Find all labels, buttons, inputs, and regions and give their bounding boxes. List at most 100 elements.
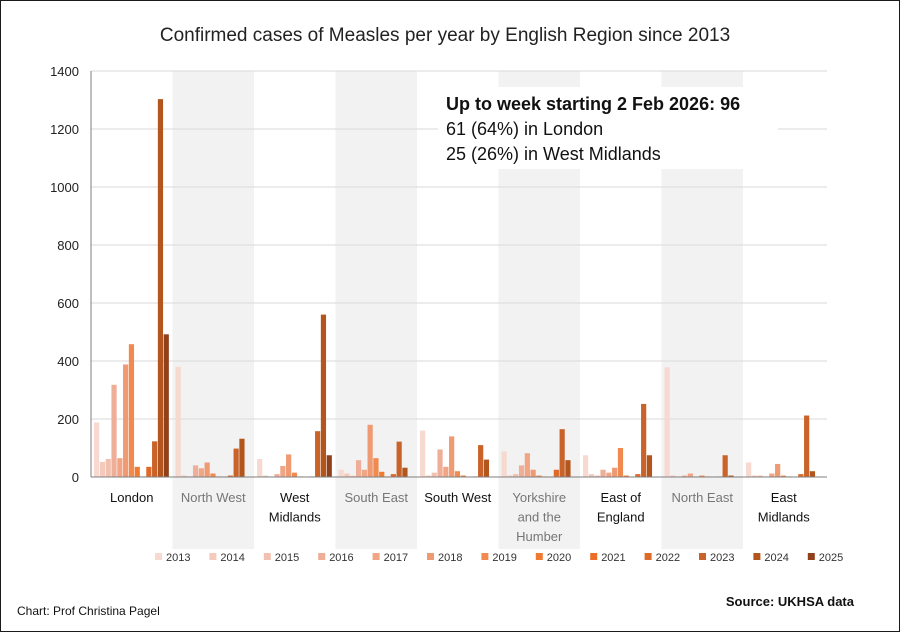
bar-2019 <box>780 475 787 477</box>
bar-2024 <box>239 438 245 477</box>
bar-2016 <box>681 475 688 477</box>
bar-2019 <box>699 475 705 477</box>
bar-2014 <box>99 461 106 477</box>
legend: 2013 2014 2015 2016 2017 2018 2019 2020 2021 2022… <box>155 552 843 564</box>
bar-2022 <box>798 474 804 477</box>
bar-2015 <box>757 475 763 477</box>
bar-2024 <box>809 471 816 477</box>
legend-swatch <box>753 553 761 560</box>
y-tick-label: 1200 <box>50 122 79 137</box>
bar-2019 <box>291 472 298 477</box>
bar-2024 <box>646 455 653 477</box>
legend-label: 2020 <box>547 552 571 564</box>
y-tick-label: 0 <box>72 470 79 485</box>
bar-2013 <box>338 469 344 477</box>
x-category-label: South West <box>424 490 491 505</box>
bar-2023 <box>396 441 402 477</box>
bar-2024 <box>728 475 734 477</box>
bar-2015 <box>513 474 519 477</box>
bar-2019 <box>210 473 216 477</box>
legend-label: 2016 <box>329 552 353 564</box>
bar-2013 <box>501 451 507 477</box>
bar-2015 <box>594 475 600 477</box>
bar-2017 <box>687 473 693 477</box>
bar-2020 <box>623 475 629 477</box>
legend-swatch <box>263 553 271 560</box>
bar-2018 <box>286 454 292 477</box>
bar-2018 <box>612 467 618 477</box>
bar-2014 <box>751 475 758 477</box>
bar-2016 <box>111 384 117 477</box>
bar-2016 <box>355 460 362 477</box>
bar-2024 <box>565 460 571 477</box>
x-category-label: East Midlands <box>758 490 811 525</box>
annotation-line-2: 61 (64%) in London <box>446 119 603 139</box>
y-tick-label: 1400 <box>50 64 79 79</box>
bar-2019 <box>128 344 135 477</box>
bar-2019 <box>373 458 379 477</box>
bar-2020 <box>134 466 140 477</box>
bar-2016 <box>518 465 525 477</box>
category-labels: London North West West Midlands South East So… <box>110 490 810 544</box>
x-category-label: East of England <box>597 490 645 525</box>
bar-2023 <box>478 445 484 477</box>
bar-2024 <box>402 467 408 477</box>
bar-2020 <box>379 471 385 477</box>
bar-2013 <box>746 462 752 477</box>
annotation-line-1: Up to week starting 2 Feb 2026: 96 <box>446 94 740 114</box>
legend-label: 2013 <box>166 552 190 564</box>
bar-2018 <box>530 469 536 477</box>
bar-2022 <box>227 475 233 477</box>
bar-2018 <box>775 463 781 477</box>
bar-2022 <box>635 474 641 477</box>
legend-label: 2019 <box>492 552 516 564</box>
bar-2014 <box>344 473 350 477</box>
bar-2017 <box>117 458 123 477</box>
legend-swatch <box>590 553 598 560</box>
x-category-label: West Midlands <box>269 490 322 525</box>
bar-2018 <box>367 424 373 477</box>
legend-label: 2021 <box>601 552 625 564</box>
bar-2013 <box>94 422 100 477</box>
legend-label: 2024 <box>764 552 788 564</box>
bar-2013 <box>664 367 670 477</box>
bar-2015 <box>431 472 437 477</box>
bar-2023 <box>804 415 810 477</box>
bar-2017 <box>606 472 612 477</box>
bar-2015 <box>105 459 111 477</box>
bar-2023 <box>233 448 239 477</box>
bar-2022 <box>553 469 559 477</box>
y-tick-label: 600 <box>57 296 79 311</box>
legend-swatch <box>807 553 815 560</box>
legend-label: 2015 <box>275 552 299 564</box>
bar-2013 <box>257 459 263 477</box>
legend-swatch <box>372 553 380 560</box>
data-source: Source: UKHSA data <box>726 594 855 609</box>
bar-2023 <box>559 429 565 477</box>
bar-2017 <box>769 473 775 477</box>
chart-title: Confirmed cases of Measles per year by E… <box>160 25 730 46</box>
bar-2014 <box>670 475 676 477</box>
y-tick-label: 1000 <box>50 180 79 195</box>
bar-2016 <box>600 469 606 477</box>
bar-2017 <box>361 469 367 477</box>
bar-2019 <box>617 448 624 477</box>
bar-2014 <box>181 475 187 477</box>
y-tick-label: 400 <box>57 354 79 369</box>
bar-2025 <box>163 334 169 477</box>
legend-label: 2014 <box>220 552 244 564</box>
legend-swatch <box>535 553 543 560</box>
annotation-background <box>438 87 778 169</box>
bar-2017 <box>198 468 204 477</box>
bar-2025 <box>326 455 332 477</box>
x-category-label: North East <box>672 490 734 505</box>
x-category-label: North West <box>181 490 246 505</box>
legend-swatch <box>699 553 706 560</box>
bar-2013 <box>420 430 426 477</box>
bar-2014 <box>425 475 432 477</box>
bar-2022 <box>146 466 152 477</box>
bar-2014 <box>262 475 269 477</box>
legend-swatch <box>481 553 489 560</box>
bar-2013 <box>175 366 181 477</box>
